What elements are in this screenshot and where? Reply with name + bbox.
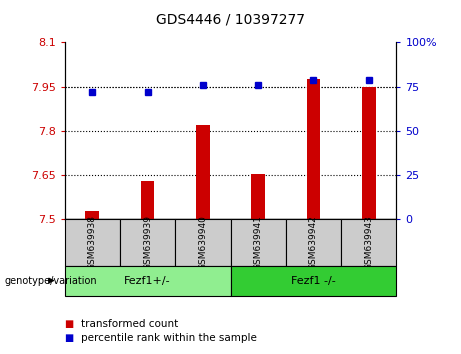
Bar xyxy=(230,266,396,296)
Bar xyxy=(307,79,320,219)
Text: GSM639941: GSM639941 xyxy=(254,215,263,270)
Bar xyxy=(362,87,376,219)
Bar xyxy=(230,219,286,266)
Text: GSM639942: GSM639942 xyxy=(309,215,318,270)
Bar xyxy=(196,125,210,219)
Text: percentile rank within the sample: percentile rank within the sample xyxy=(81,333,257,343)
Text: GSM639940: GSM639940 xyxy=(198,215,207,270)
Text: genotype/variation: genotype/variation xyxy=(5,275,97,286)
Text: ■: ■ xyxy=(65,319,74,329)
Bar xyxy=(341,219,396,266)
Bar xyxy=(141,181,154,219)
Bar xyxy=(286,219,341,266)
Text: GDS4446 / 10397277: GDS4446 / 10397277 xyxy=(156,12,305,27)
Text: ■: ■ xyxy=(65,333,74,343)
Bar xyxy=(85,211,99,219)
Text: GSM639939: GSM639939 xyxy=(143,215,152,270)
Text: GSM639938: GSM639938 xyxy=(88,215,97,270)
Text: transformed count: transformed count xyxy=(81,319,178,329)
Bar xyxy=(175,219,230,266)
Bar xyxy=(65,219,120,266)
Text: Fezf1+/-: Fezf1+/- xyxy=(124,275,171,286)
Text: GSM639943: GSM639943 xyxy=(364,215,373,270)
Bar xyxy=(251,174,265,219)
Bar xyxy=(120,219,175,266)
Bar xyxy=(65,266,230,296)
Text: Fezf1 -/-: Fezf1 -/- xyxy=(291,275,336,286)
